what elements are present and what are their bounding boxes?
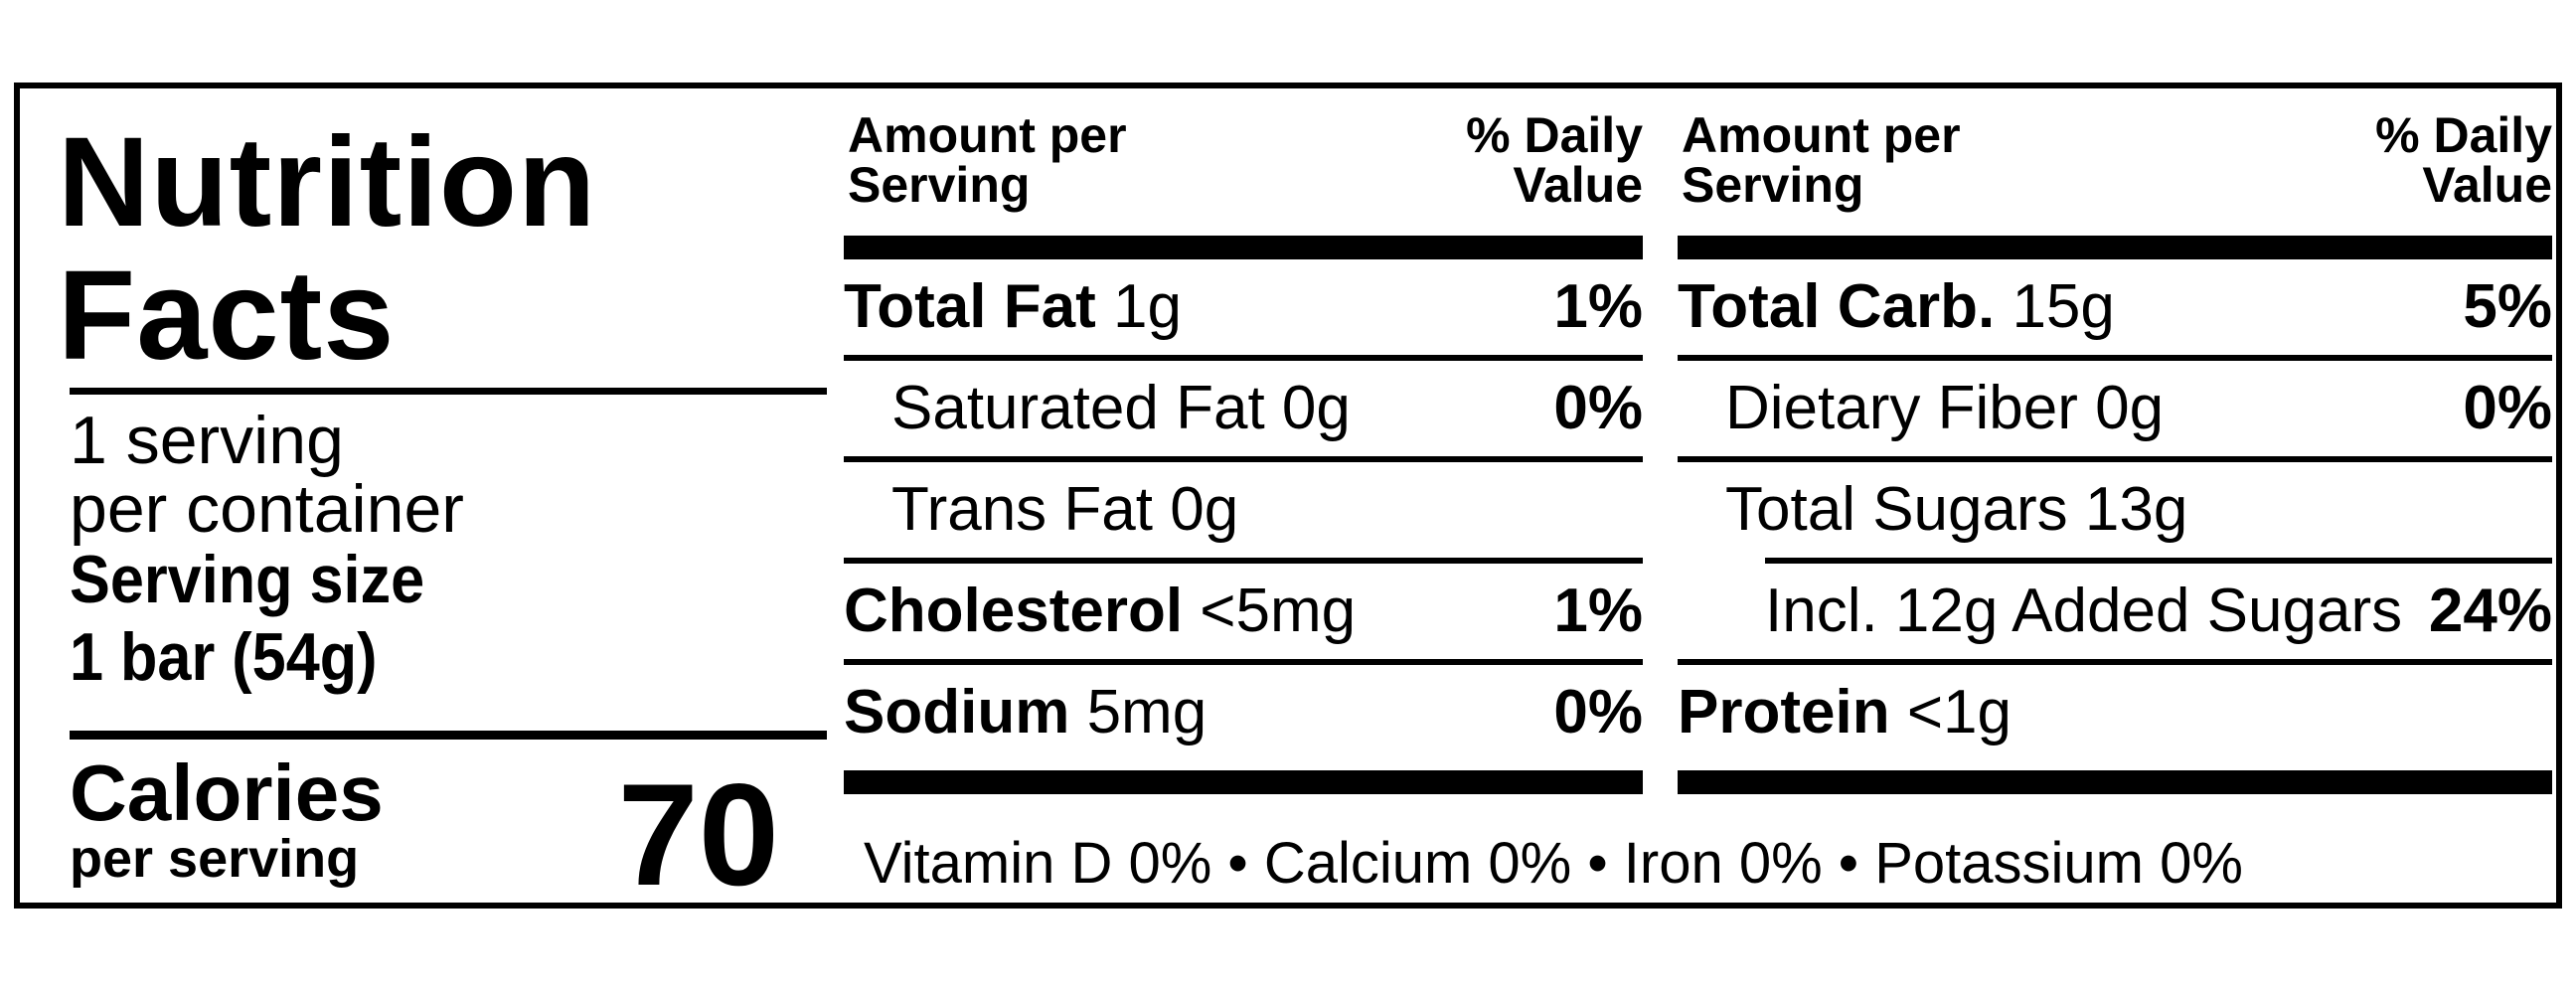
- nutrient-name: Total Fat: [844, 272, 1096, 341]
- nutrient-row-total-fat: Total Fat 1g 1%: [844, 259, 1643, 355]
- nutrient-column-2: Amount per Serving % Daily Value Total C…: [1678, 88, 2552, 903]
- nutrient-row-total-carb: Total Carb. 15g 5%: [1678, 259, 2552, 355]
- nutrient-amount: 15g: [2012, 272, 2115, 341]
- serving-size-value: 1 bar (54g): [70, 619, 378, 695]
- nutrient-daily-value: 0%: [1553, 678, 1643, 746]
- nutrient-amount: <1g: [1906, 678, 2012, 746]
- amount-header-line-1: Amount per: [1682, 107, 1961, 163]
- amount-header-line-1: Amount per: [848, 107, 1127, 163]
- calories-value: 70: [617, 753, 779, 915]
- daily-value-header: % Daily Value: [2375, 110, 2552, 210]
- label-title: Nutrition Facts: [58, 116, 596, 383]
- row-divider: [844, 456, 1643, 462]
- nutrient-name: Total Carb.: [1678, 272, 1996, 341]
- nutrient-daily-value: 0%: [2463, 374, 2552, 442]
- row-divider: [844, 659, 1643, 665]
- amount-header-line-2: Serving: [848, 157, 1031, 213]
- amount-per-serving-header: Amount per Serving: [848, 110, 1127, 210]
- row-divider: [1765, 558, 2552, 564]
- divider: [70, 731, 827, 740]
- nutrition-facts-label: Nutrition Facts 1 serving per container …: [14, 83, 2562, 910]
- nutrient-row-cholesterol: Cholesterol <5mg 1%: [844, 564, 1643, 659]
- nutrient-row-trans-fat: Trans Fat 0g: [844, 462, 1643, 558]
- nutrient-name: Incl. 12g Added Sugars: [1765, 577, 2403, 645]
- nutrient-name: Total Sugars 13g: [1725, 475, 2188, 544]
- thick-divider: [1678, 236, 2552, 259]
- thick-divider: [1678, 770, 2552, 794]
- nutrient-row-sodium: Sodium 5mg 0%: [844, 665, 1643, 760]
- nutrient-row-added-sugars: Incl. 12g Added Sugars 24%: [1678, 564, 2552, 659]
- row-divider: [1678, 456, 2552, 462]
- nutrient-daily-value: 5%: [2463, 272, 2552, 341]
- row-divider: [1678, 659, 2552, 665]
- thick-divider: [844, 770, 1643, 794]
- dv-header-line-2: Value: [1513, 157, 1643, 213]
- nutrient-amount: 5mg: [1086, 678, 1208, 746]
- nutrient-name: Trans Fat 0g: [891, 475, 1239, 544]
- nutrient-row-dietary-fiber: Dietary Fiber 0g 0%: [1678, 361, 2552, 456]
- nutrient-name: Saturated Fat 0g: [891, 374, 1351, 442]
- title-line-1: Nutrition: [58, 111, 597, 253]
- nutrient-amount: 1g: [1112, 272, 1182, 341]
- nutrient-daily-value: 1%: [1553, 577, 1643, 645]
- servings-per-container-line-2: per container: [70, 471, 464, 547]
- nutrient-daily-value: 0%: [1553, 374, 1643, 442]
- thick-divider: [844, 236, 1643, 259]
- serving-size-label: Serving size: [70, 542, 425, 617]
- row-divider: [844, 355, 1643, 361]
- nutrient-name: Sodium: [844, 678, 1070, 746]
- divider: [70, 388, 827, 395]
- nutrient-name: Cholesterol: [844, 577, 1184, 645]
- vitamins-minerals-line: Vitamin D 0% • Calcium 0% • Iron 0% • Po…: [864, 831, 2243, 896]
- nutrient-row-saturated-fat: Saturated Fat 0g 0%: [844, 361, 1643, 456]
- dv-header-line-2: Value: [2422, 157, 2552, 213]
- nutrient-amount: <5mg: [1200, 577, 1357, 645]
- nutrient-name: Protein: [1678, 678, 1890, 746]
- dv-header-line-1: % Daily: [1466, 107, 1643, 163]
- amount-per-serving-header: Amount per Serving: [1682, 110, 1961, 210]
- nutrient-daily-value: 24%: [2428, 577, 2552, 645]
- amount-header-line-2: Serving: [1682, 157, 1864, 213]
- dv-header-line-1: % Daily: [2375, 107, 2552, 163]
- summary-column: Nutrition Facts 1 serving per container …: [58, 88, 829, 910]
- row-divider: [1678, 355, 2552, 361]
- daily-value-header: % Daily Value: [1466, 110, 1643, 210]
- calories-sublabel: per serving: [70, 829, 360, 889]
- servings-per-container-line-1: 1 serving: [70, 403, 344, 478]
- nutrient-daily-value: 1%: [1553, 272, 1643, 341]
- nutrient-column-1: Amount per Serving % Daily Value Total F…: [844, 88, 1643, 903]
- nutrient-row-protein: Protein <1g: [1678, 665, 2552, 760]
- calories-label: Calories: [70, 748, 384, 837]
- nutrient-name: Dietary Fiber 0g: [1725, 374, 2165, 442]
- nutrient-row-total-sugars: Total Sugars 13g: [1678, 462, 2552, 558]
- title-line-2: Facts: [58, 245, 396, 387]
- row-divider: [844, 558, 1643, 564]
